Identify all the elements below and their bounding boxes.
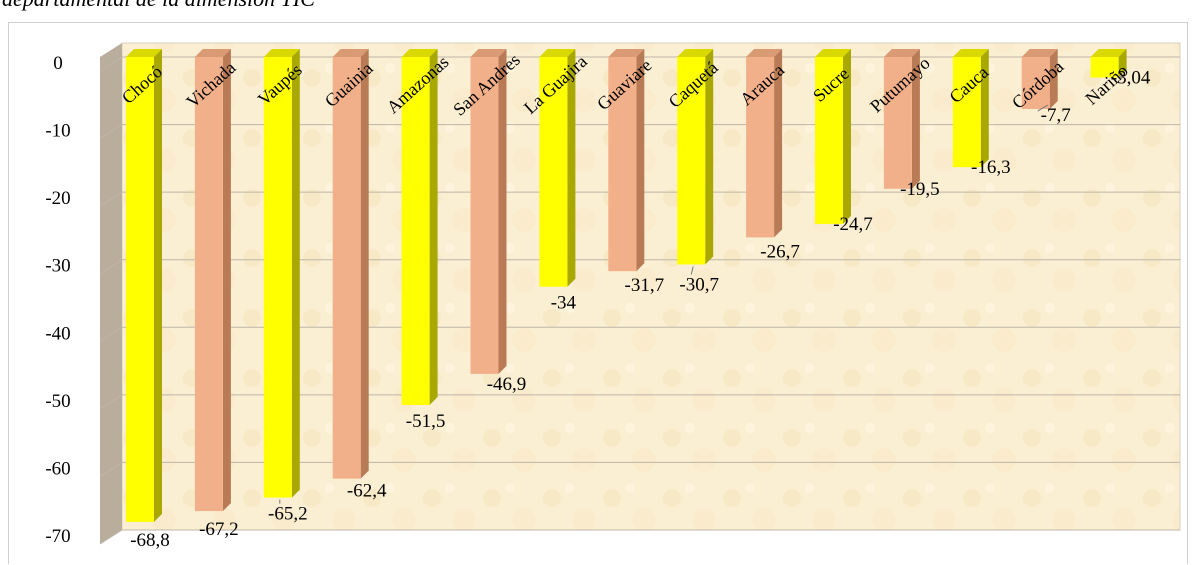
value-label: -19,5 (900, 179, 940, 200)
bar-sucre (815, 49, 851, 224)
bar-side-face (498, 49, 507, 374)
gridline-depth (99, 124, 123, 139)
value-label: -68,8 (130, 530, 170, 551)
value-label: -16,3 (971, 157, 1011, 178)
bar-top-face (401, 49, 438, 57)
leader-line (1037, 104, 1048, 112)
y-tick-label: -60 (45, 458, 70, 479)
bar-side-face (360, 49, 369, 479)
bar-vaupés (263, 49, 300, 498)
bar-front-face (1021, 57, 1050, 110)
bar-arauca (746, 49, 783, 238)
bar-front-face (677, 57, 706, 265)
bar-la-guajira (539, 49, 576, 287)
bar-top-face (1021, 49, 1058, 57)
value-label: -24,7 (833, 214, 873, 235)
gridline-depth (99, 326, 123, 342)
gridline-depth (99, 259, 123, 275)
gridline-depth (99, 462, 123, 477)
bar-top-face (815, 49, 851, 57)
bar-front-face (883, 57, 912, 189)
bar-front-face (539, 57, 568, 287)
bar-caquetá (677, 49, 714, 265)
y-tick-label: -10 (45, 121, 70, 142)
bar-front-face (332, 57, 361, 479)
value-label: -67,2 (199, 519, 239, 540)
chart-side-wall (100, 43, 122, 544)
bar-top-face (746, 49, 783, 57)
bar-vichada (194, 49, 231, 512)
bar-side-face (222, 49, 231, 512)
bar-front-face (952, 57, 981, 168)
gridline-depth (99, 529, 123, 545)
bar-side-face (636, 49, 645, 272)
bar-san-andres (470, 49, 507, 374)
value-label: -3,04 (1111, 68, 1151, 89)
y-tick-label: 0 (53, 53, 63, 74)
bar-putumayo (883, 49, 920, 189)
bar-top-face (883, 49, 920, 57)
bar-cauca (952, 49, 989, 168)
bar-side-face (1118, 49, 1127, 78)
bar-front-face (608, 57, 637, 272)
y-tick-label: -30 (45, 256, 70, 277)
bar-side-face (1049, 49, 1058, 110)
value-label: -62,4 (347, 481, 387, 502)
bar-front-face (1090, 57, 1119, 78)
bar-top-face (126, 49, 162, 57)
bar-side-face (843, 49, 851, 224)
bar-top-face (263, 49, 300, 57)
bar-side-face (567, 49, 576, 287)
bar-guaviare (608, 49, 645, 272)
y-tick-label: -70 (45, 526, 70, 547)
value-label: -65,2 (268, 504, 308, 525)
bar-side-face (429, 49, 438, 405)
bar-front-face (126, 57, 154, 522)
bar-side-face (154, 49, 162, 522)
page-caption: departamental de la dimensión TIC (2, 0, 315, 12)
bar-top-face (539, 49, 576, 57)
bar-front-face (263, 57, 292, 498)
bar-side-face (911, 49, 920, 189)
bar-side-face (705, 49, 714, 265)
bar-top-face (608, 49, 645, 57)
value-label: -51,5 (406, 411, 446, 432)
bar-nariño (1090, 49, 1127, 78)
value-label: -34 (551, 293, 577, 314)
gridline-depth (99, 191, 123, 207)
bar-chocó (126, 49, 162, 522)
bar-top-face (1090, 49, 1127, 57)
y-tick-label: -20 (45, 188, 70, 209)
bar-side-face (291, 49, 300, 498)
bar-top-face (194, 49, 231, 57)
bar-front-face (746, 57, 775, 238)
value-label: -46,9 (487, 374, 527, 395)
bar-top-face (952, 49, 989, 57)
gridline-depth (99, 394, 123, 410)
gridline-depth (99, 56, 123, 72)
value-label: -7,7 (1041, 105, 1071, 126)
bar-side-face (980, 49, 989, 168)
bar-front-face (401, 57, 430, 405)
bar-top-face (332, 49, 369, 57)
y-tick-label: -40 (45, 323, 70, 344)
value-label: -30,7 (679, 274, 719, 295)
value-label: -26,7 (760, 241, 800, 262)
leader-line (690, 266, 694, 275)
bar-front-face (194, 57, 223, 512)
bar-córdoba (1021, 49, 1058, 110)
bar-front-face (470, 57, 499, 374)
bar-guainia (332, 49, 369, 479)
bar-amazonas (401, 49, 438, 405)
bar-side-face (774, 49, 783, 238)
bar-front-face (815, 57, 843, 224)
y-tick-label: -50 (45, 391, 70, 412)
bar-top-face (470, 49, 507, 57)
value-label: -31,7 (625, 275, 665, 296)
bar-top-face (677, 49, 714, 57)
